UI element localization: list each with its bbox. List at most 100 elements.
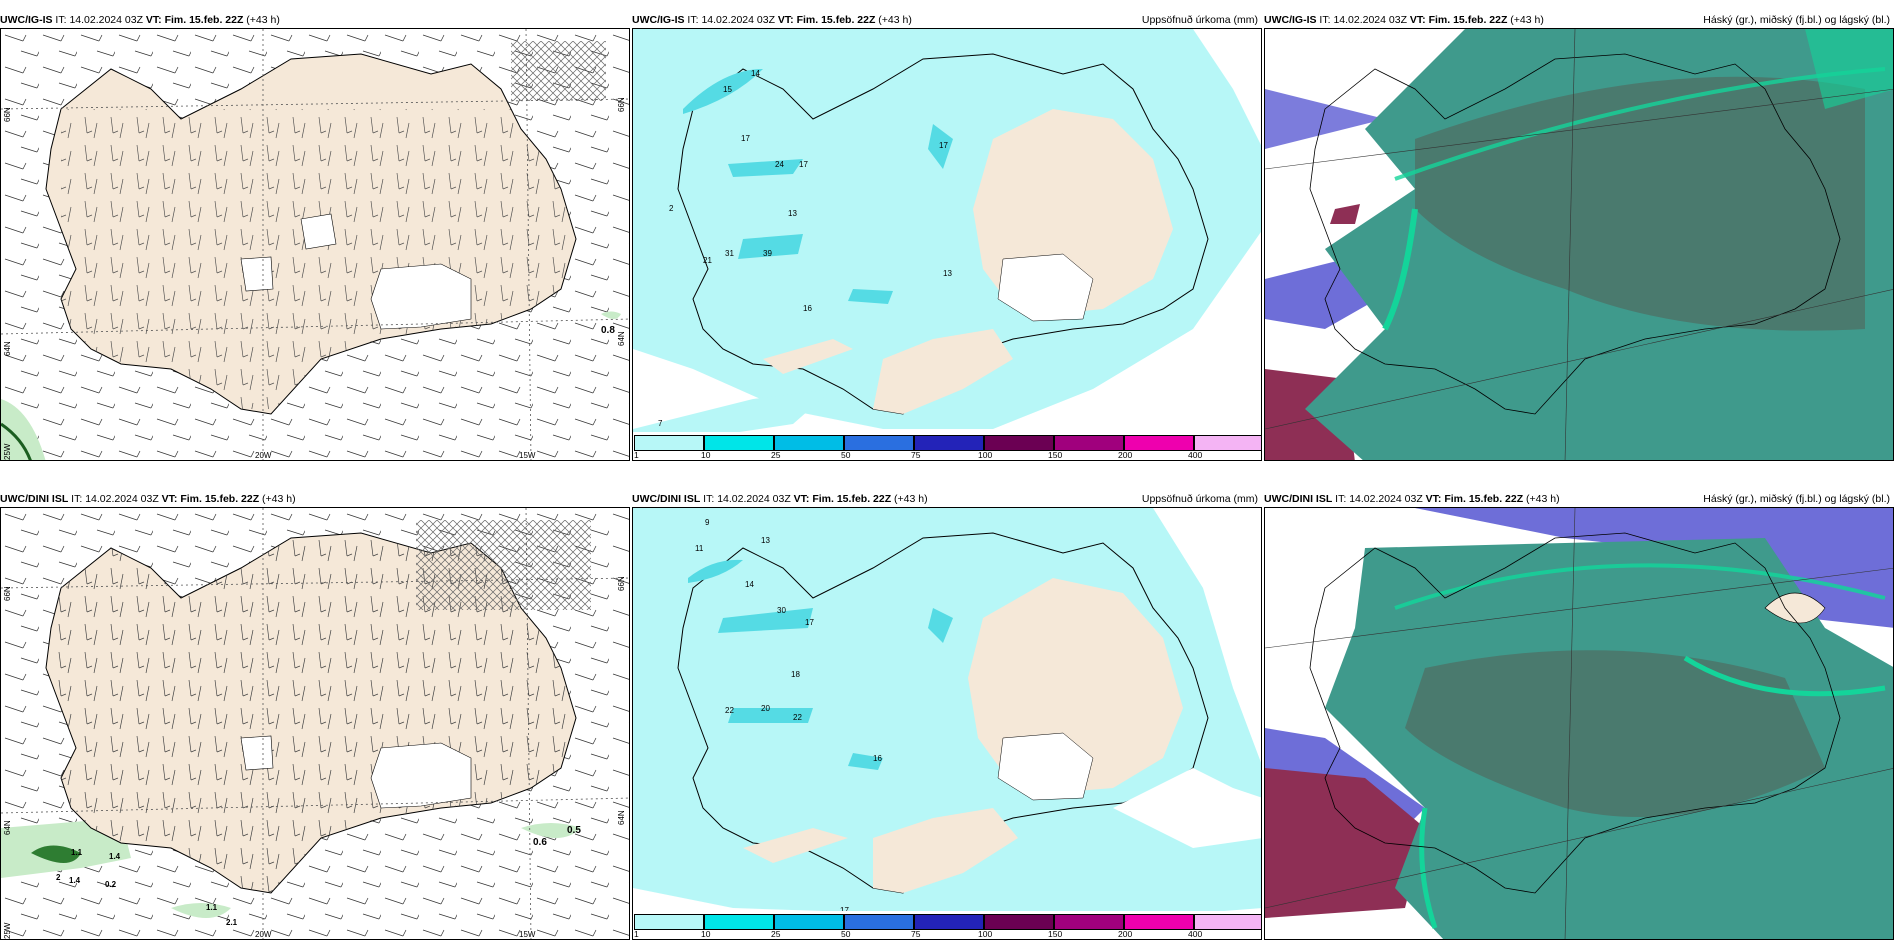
lon-label-25: 25W — [3, 922, 12, 939]
colorbar-tick: 100 — [978, 450, 993, 460]
precip-map-svg — [633, 508, 1261, 939]
precip-map-svg — [633, 29, 1261, 460]
valid-time: Fim. 15.feb. 22Z — [812, 493, 892, 505]
panel-clouds-ig: UWC/IG-IS IT: 14.02.2024 03Z VT: Fim. 15… — [1264, 13, 1894, 461]
wind-value: 1.4 — [109, 852, 121, 861]
valid-time: Fim. 15.feb. 22Z — [796, 14, 876, 26]
lon-label-25: 25W — [3, 443, 12, 460]
field-title: Uppsöfnuð úrkoma (mm) — [1141, 14, 1258, 26]
precip-value: 7 — [658, 419, 663, 428]
colorbar-tick: 150 — [1048, 450, 1063, 460]
lat-label-66-right: 66N — [617, 97, 626, 112]
model-name: UWC/IG-IS — [632, 14, 685, 26]
precip-value: 17 — [939, 141, 948, 150]
lat-label-64-right: 64N — [617, 331, 626, 346]
colorbar-tick: 100 — [978, 929, 993, 939]
map-clouds — [1264, 28, 1894, 461]
colorbar-swatch — [844, 914, 914, 930]
precip-value: 2 — [669, 204, 674, 213]
panel-header: UWC/DINI ISL IT: 14.02.2024 03Z VT: Fim.… — [1264, 493, 1890, 505]
precip-colorbar: 1 10 25 50 75 100 150 200 400 — [633, 432, 1261, 460]
colorbar-swatch — [1054, 435, 1124, 451]
precip-value: 22 — [793, 713, 802, 722]
precip-value: 17 — [805, 618, 814, 627]
valid-time: Fim. 15.feb. 22Z — [180, 493, 260, 505]
model-name: UWC/DINI ISL — [1264, 493, 1333, 505]
colorbar-swatch — [1194, 914, 1261, 930]
colorbar-tick: 400 — [1188, 929, 1203, 939]
precip-value: 31 — [725, 249, 734, 258]
precip-value: 13 — [788, 209, 797, 218]
init-time: 14.02.2024 03Z — [717, 493, 791, 505]
precip-value: 13 — [761, 536, 770, 545]
lead-time: (+43 h) — [246, 14, 280, 26]
precip-value: 22 — [725, 706, 734, 715]
lat-label-66: 66N — [3, 586, 12, 601]
lat-label-66-right: 66N — [617, 576, 626, 591]
colorbar-tick: 1 — [634, 929, 639, 939]
colorbar-swatch — [914, 435, 984, 451]
colorbar-tick: 50 — [841, 450, 851, 460]
colorbar-tick: 400 — [1188, 450, 1203, 460]
panel-header: UWC/IG-IS IT: 14.02.2024 03Z VT: Fim. 15… — [0, 14, 280, 26]
precip-value: 30 — [777, 606, 786, 615]
precip-value: 16 — [803, 304, 812, 313]
colorbar-swatch — [984, 435, 1054, 451]
cloud-map-svg — [1265, 29, 1893, 460]
colorbar-swatch — [1054, 914, 1124, 930]
wind-value: 0.6 — [533, 837, 547, 848]
model-name: UWC/DINI ISL — [632, 493, 701, 505]
precip-value: 11 — [695, 544, 704, 553]
panel-header: UWC/IG-IS IT: 14.02.2024 03Z VT: Fim. 15… — [632, 14, 1258, 26]
lon-label-15: 15W — [519, 930, 536, 939]
colorbar-swatch — [774, 435, 844, 451]
wind-value: 0.8 — [601, 325, 615, 336]
lon-label-15: 15W — [519, 451, 536, 460]
colorbar-tick: 50 — [841, 929, 851, 939]
panel-wind-dini: UWC/DINI ISL IT: 14.02.2024 03Z VT: Fim.… — [0, 492, 630, 940]
model-name: UWC/IG-IS — [1264, 14, 1317, 26]
lat-label-64: 64N — [3, 341, 12, 356]
valid-time: Fim. 15.feb. 22Z — [164, 14, 244, 26]
precip-value: 18 — [791, 670, 800, 679]
lon-label-20: 20W — [255, 451, 272, 460]
lead-time: (+43 h) — [878, 14, 912, 26]
valid-time: Fim. 15.feb. 22Z — [1444, 493, 1524, 505]
wind-value: 0.2 — [105, 880, 117, 889]
colorbar-swatch — [704, 914, 774, 930]
colorbar-tick: 200 — [1118, 450, 1133, 460]
lat-label-64-right: 64N — [617, 810, 626, 825]
init-time: 14.02.2024 03Z — [69, 14, 143, 26]
colorbar-tick: 75 — [911, 929, 921, 939]
colorbar-swatch — [984, 914, 1054, 930]
precip-value: 14 — [745, 580, 754, 589]
precip-value: 16 — [873, 754, 882, 763]
wind-map-svg — [1, 508, 629, 939]
colorbar-swatch — [1124, 435, 1194, 451]
precip-colorbar: 1 10 25 50 75 100 150 200 400 — [633, 911, 1261, 939]
colorbar-tick: 150 — [1048, 929, 1063, 939]
panel-header: UWC/DINI ISL IT: 14.02.2024 03Z VT: Fim.… — [632, 493, 1258, 505]
lead-time: (+43 h) — [1510, 14, 1544, 26]
map-clouds — [1264, 507, 1894, 940]
panel-precip-dini: UWC/DINI ISL IT: 14.02.2024 03Z VT: Fim.… — [632, 492, 1262, 940]
lat-label-64: 64N — [3, 820, 12, 835]
lat-label-66: 66N — [3, 107, 12, 122]
panel-wind-ig: UWC/IG-IS IT: 14.02.2024 03Z VT: Fim. 15… — [0, 13, 630, 461]
map-wind: 66N 64N 66N 64N 25W 20W 15W 0.8 — [0, 28, 630, 461]
precip-value: 14 — [751, 69, 760, 78]
init-time: 14.02.2024 03Z — [1349, 493, 1423, 505]
precip-value: 17 — [741, 134, 750, 143]
valid-time: Fim. 15.feb. 22Z — [1428, 14, 1508, 26]
init-time: 14.02.2024 03Z — [85, 493, 159, 505]
colorbar-swatch — [774, 914, 844, 930]
precip-value: 17 — [840, 906, 849, 915]
colorbar-swatch — [1194, 435, 1261, 451]
colorbar-swatch — [704, 435, 774, 451]
colorbar-tick: 10 — [701, 450, 711, 460]
colorbar-swatch — [844, 435, 914, 451]
colorbar-tick: 10 — [701, 929, 711, 939]
lead-time: (+43 h) — [894, 493, 928, 505]
wind-value: 2 — [56, 873, 61, 882]
colorbar-tick: 75 — [911, 450, 921, 460]
